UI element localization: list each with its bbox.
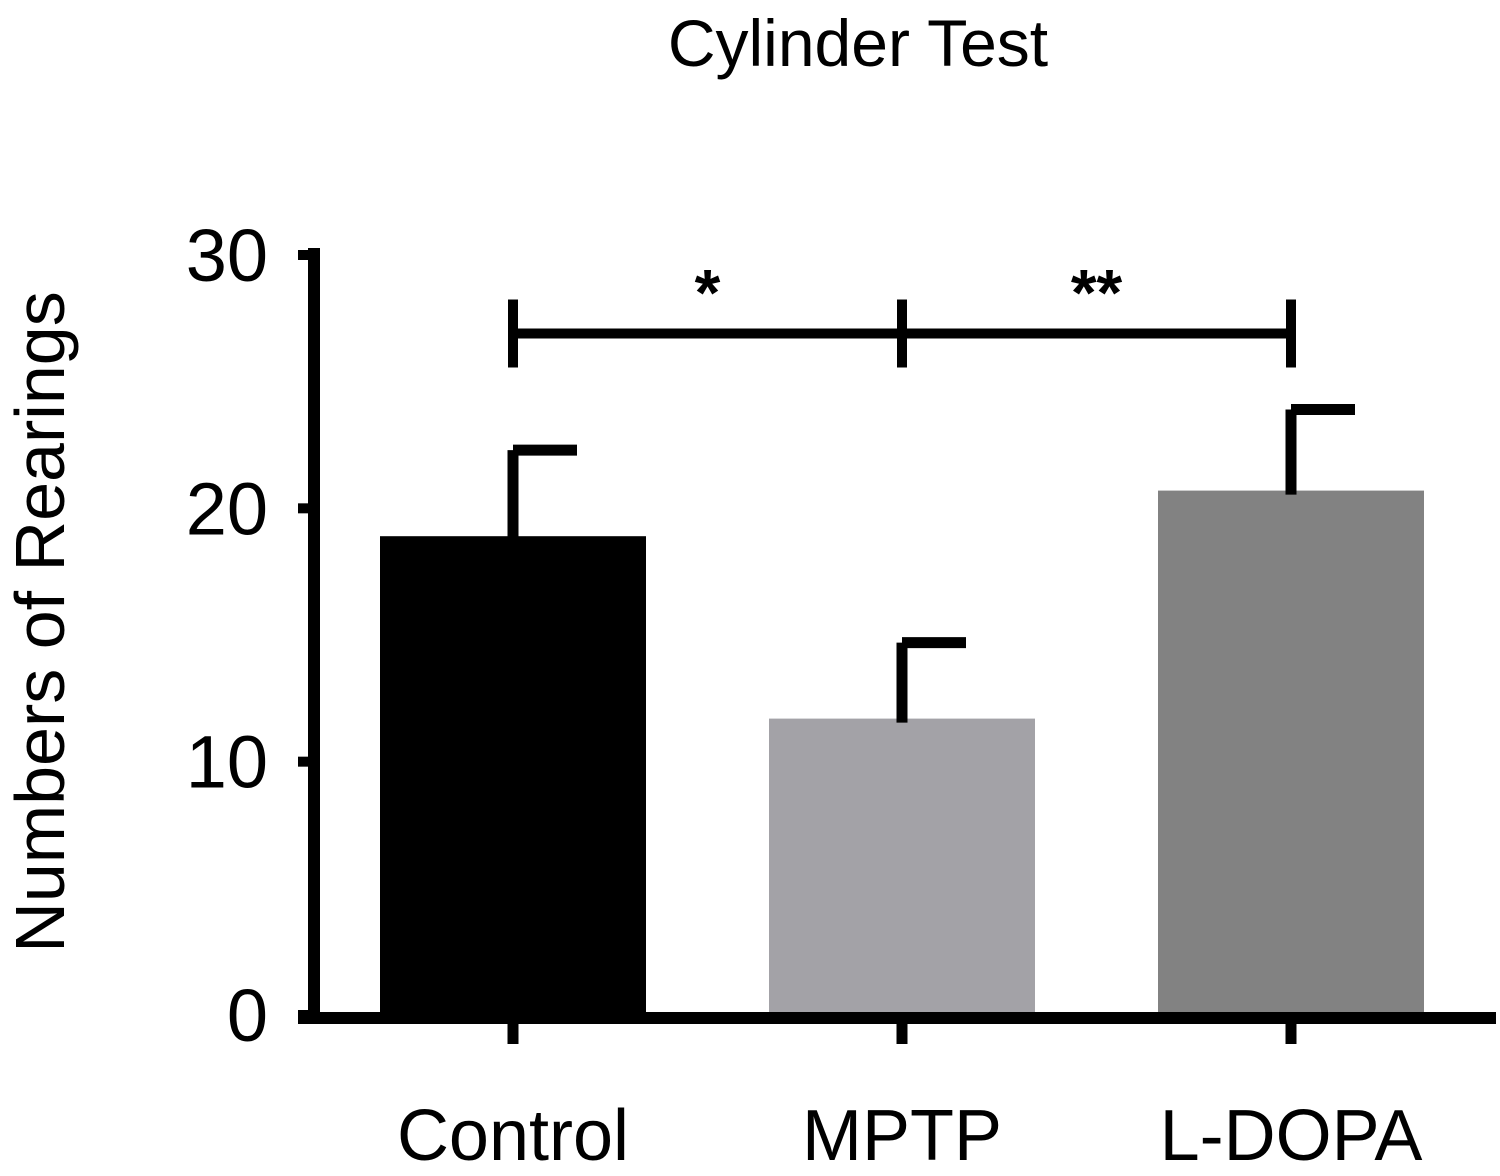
significance-label-2: ** — [1071, 256, 1123, 330]
x-tick-label-mptp: MPTP — [802, 1096, 1002, 1176]
y-tick-label-10: 10 — [186, 721, 268, 804]
bar-l-dopa — [1158, 490, 1424, 1016]
y-tick-label-20: 20 — [186, 467, 268, 550]
y-axis-title: Numbers of Rearings — [1, 291, 79, 952]
x-tick-label-control: Control — [397, 1096, 629, 1176]
x-tick-label-l-dopa: L-DOPA — [1160, 1096, 1423, 1176]
chart-title: Cylinder Test — [668, 6, 1048, 80]
significance-label-1: * — [695, 256, 721, 330]
bar-mptp — [769, 718, 1035, 1015]
y-tick-label-0: 0 — [227, 974, 268, 1057]
y-tick-label-30: 30 — [186, 214, 268, 297]
bar-control — [380, 536, 646, 1015]
